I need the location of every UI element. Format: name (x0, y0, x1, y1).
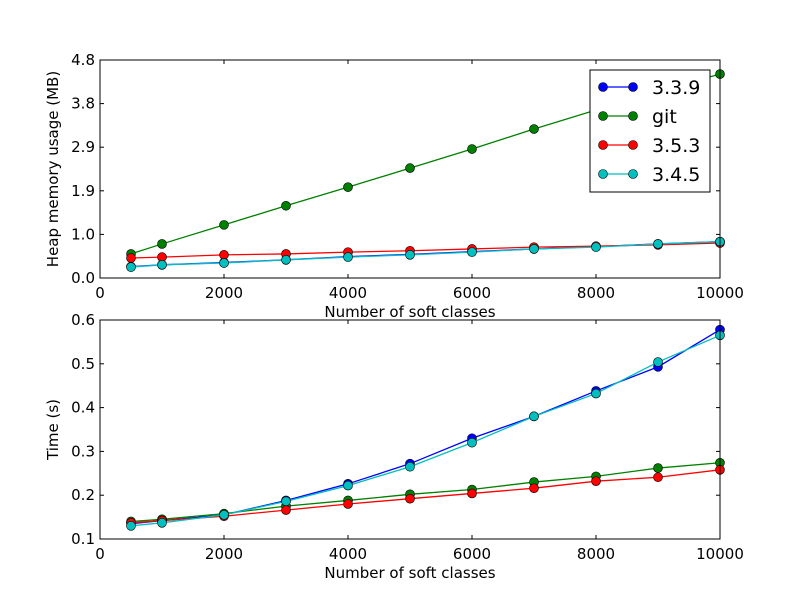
data-point (281, 505, 291, 515)
data-point (343, 252, 353, 262)
legend-marker (628, 82, 638, 92)
y-tick-label: 0.4 (71, 399, 95, 417)
x-tick-label: 6000 (453, 284, 491, 302)
data-point (591, 388, 601, 399)
legend-label: 3.4.5 (652, 164, 700, 186)
x-tick-label: 10000 (696, 545, 744, 563)
data-point (467, 488, 477, 499)
series-3-4-5 (126, 236, 725, 272)
y-tick-label: 1.0 (71, 225, 95, 243)
data-point (157, 517, 167, 528)
data-point (591, 476, 601, 486)
data-point (281, 496, 291, 507)
data-point (529, 124, 539, 134)
data-point (343, 480, 353, 491)
data-point (653, 472, 663, 483)
series-line (130, 329, 721, 525)
y-axis-label: Heap memory usage (MB) (44, 71, 62, 267)
series-3-4-5 (126, 330, 725, 531)
y-tick-label: 4.8 (71, 51, 95, 69)
legend-marker (598, 111, 608, 121)
data-point (126, 262, 136, 272)
data-point (157, 239, 167, 249)
x-axis-label: Number of soft classes (324, 303, 495, 321)
y-tick-label: 0.6 (71, 311, 95, 329)
legend-marker (628, 111, 638, 121)
legend-marker (598, 82, 608, 92)
data-point (343, 182, 353, 192)
data-point (219, 250, 229, 260)
y-tick-label: 0.5 (71, 355, 95, 373)
x-tick-label: 4000 (329, 284, 367, 302)
x-tick-label: 8000 (577, 284, 615, 302)
data-point (653, 239, 663, 249)
y-tick-label: 0.1 (71, 530, 95, 548)
legend-marker (628, 169, 638, 179)
y-tick-label: 0.2 (71, 486, 95, 504)
axes-1: 0 2000 4000 6000 8000 10000 0.0 1.0 1.9 2.9 3.8 4.8… (44, 51, 744, 321)
data-point (529, 483, 539, 493)
legend-label: 3.3.9 (652, 77, 700, 99)
data-point (529, 411, 539, 422)
y-axis-label: Time (s) (44, 399, 62, 461)
y-tick-label: 0.0 (71, 269, 95, 287)
legend-label: git (652, 106, 677, 128)
series-3-5-3 (126, 464, 725, 528)
y-tick-label: 2.9 (71, 138, 95, 156)
x-tick-label: 2000 (205, 284, 243, 302)
data-point (405, 250, 415, 260)
axes-frame (99, 59, 721, 279)
data-point (219, 258, 229, 268)
data-point (529, 244, 539, 254)
data-point (126, 253, 136, 263)
data-point (405, 163, 415, 173)
data-point (653, 357, 663, 367)
axes-frame (99, 319, 721, 540)
x-tick-label: 6000 (453, 545, 491, 563)
x-tick-label: 2000 (205, 545, 243, 563)
data-point (343, 499, 353, 509)
data-point (126, 521, 136, 531)
data-point (467, 144, 477, 154)
legend-marker (598, 140, 608, 150)
data-point (591, 242, 601, 252)
legend-label: 3.5.3 (652, 135, 700, 157)
x-tick-label: 0 (95, 284, 105, 302)
data-point (467, 437, 477, 448)
data-point (281, 200, 291, 211)
y-tick-label: 3.8 (71, 95, 95, 113)
x-tick-label: 10000 (696, 284, 744, 302)
data-point (219, 510, 229, 520)
legend-marker (598, 169, 608, 179)
x-tick-label: 4000 (329, 545, 367, 563)
data-point (219, 220, 229, 230)
data-point (405, 493, 415, 504)
data-point (467, 247, 477, 257)
x-tick-label: 0 (95, 545, 105, 563)
data-point (281, 255, 291, 265)
x-tick-label: 8000 (577, 545, 615, 563)
data-point (653, 463, 663, 473)
data-point (405, 461, 415, 472)
legend-marker (628, 140, 638, 150)
y-tick-label: 1.9 (71, 182, 95, 200)
y-tick-label: 0.3 (71, 442, 95, 460)
data-point (157, 260, 167, 270)
x-axis-label: Number of soft classes (324, 564, 495, 582)
legend: 3.3.9 git 3.5.3 3.4.5 (589, 69, 711, 193)
axes-2: 0 2000 4000 6000 8000 10000 0.1 0.2 0.3 0.4 0.5 0.6… (44, 311, 744, 582)
series-3-5-3 (126, 238, 725, 263)
legend-box (589, 69, 711, 193)
